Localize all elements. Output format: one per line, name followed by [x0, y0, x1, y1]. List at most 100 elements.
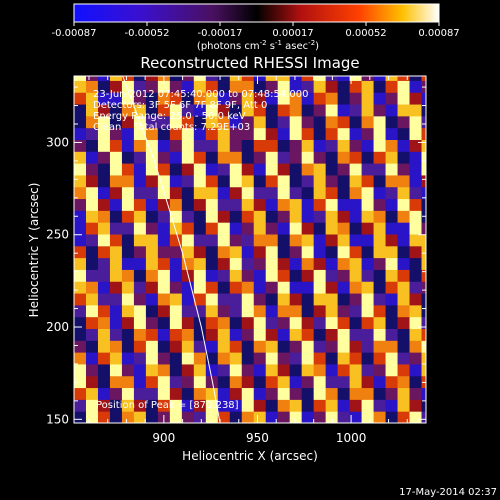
- heatmap-cell: [409, 352, 423, 365]
- heatmap-cell: [337, 115, 351, 129]
- heatmap-cell: [277, 127, 291, 140]
- heatmap-cell: [409, 115, 423, 129]
- heatmap-cell: [193, 281, 207, 294]
- heatmap-cell: [421, 233, 426, 247]
- heatmap-cell: [349, 163, 363, 176]
- heatmap-cell: [301, 411, 315, 423]
- heatmap-cell: [241, 76, 255, 81]
- heatmap-cell: [313, 352, 327, 365]
- heatmap-cell: [397, 104, 411, 117]
- heatmap-cell: [349, 304, 363, 318]
- heatmap-cell: [181, 328, 195, 341]
- heatmap-cell: [157, 399, 171, 412]
- heatmap-cell: [109, 281, 123, 294]
- heatmap-cell: [145, 174, 159, 188]
- heatmap-cell: [205, 174, 219, 188]
- heatmap-cell: [385, 340, 399, 353]
- heatmap-cell: [97, 222, 111, 235]
- heatmap-cell: [301, 316, 315, 329]
- heatmap-cell: [289, 245, 303, 259]
- heatmap-cell: [373, 139, 387, 152]
- heatmap-cell: [253, 186, 267, 200]
- heatmap-cell: [277, 198, 291, 211]
- heatmap-cell: [265, 387, 279, 400]
- heatmap-cell: [409, 281, 423, 294]
- heatmap-cell: [121, 411, 135, 423]
- heatmap-cell: [121, 293, 135, 306]
- heatmap-cell: [217, 80, 231, 93]
- heatmap-cell: [109, 411, 123, 423]
- heatmap-cell: [74, 104, 87, 117]
- heatmap-cell: [409, 399, 423, 412]
- heatmap-cell: [241, 198, 255, 211]
- heatmap-cell: [349, 363, 363, 377]
- heatmap-cell: [421, 163, 426, 176]
- heatmap-cell: [349, 257, 363, 270]
- heatmap-cell: [337, 210, 351, 223]
- y-tick-label: 250: [46, 228, 69, 242]
- heatmap-cell: [385, 92, 399, 105]
- heatmap-cell: [181, 411, 195, 423]
- heatmap-cell: [325, 163, 339, 176]
- heatmap-cell: [253, 375, 267, 389]
- heatmap-cell: [409, 222, 423, 235]
- heatmap-cell: [265, 411, 279, 423]
- heatmap-cell: [109, 139, 123, 152]
- heatmap-cell: [301, 92, 315, 105]
- heatmap-cell: [74, 387, 87, 400]
- x-tick-label: 900: [152, 431, 175, 445]
- heatmap-cell: [265, 222, 279, 235]
- heatmap-cell: [241, 328, 255, 341]
- heatmap-cell: [361, 115, 375, 129]
- chart-title: Reconstructed RHESSI Image: [140, 54, 359, 72]
- heatmap-cell: [241, 139, 255, 152]
- heatmap-cell: [265, 304, 279, 318]
- heatmap-cell: [97, 115, 111, 129]
- heatmap-cell: [241, 163, 255, 176]
- heatmap-cell: [337, 399, 351, 412]
- heatmap-cell: [349, 340, 363, 353]
- heatmap-cell: [217, 387, 231, 400]
- heatmap-cell: [97, 352, 111, 365]
- heatmap-cell: [337, 293, 351, 306]
- heatmap-cell: [133, 174, 147, 188]
- heatmap-cell: [265, 174, 279, 188]
- heatmap-cell: [253, 340, 267, 353]
- heatmap-cell: [121, 115, 135, 129]
- colorbar-tick-label: 0.00052: [345, 28, 386, 39]
- heatmap-cell: [205, 198, 219, 211]
- heatmap-cell: [421, 198, 426, 211]
- heatmap-cell: [169, 387, 183, 400]
- heatmap-cell: [97, 127, 111, 140]
- heatmap-cell: [85, 151, 99, 164]
- heatmap-cell: [133, 269, 147, 282]
- heatmap-cell: [229, 411, 243, 423]
- heatmap-cell: [169, 328, 183, 341]
- heatmap-cell: [133, 399, 147, 412]
- heatmap-cell: [85, 411, 99, 423]
- heatmap-cell: [265, 257, 279, 270]
- heatmap-cell: [349, 80, 363, 93]
- heatmap-cell: [157, 174, 171, 188]
- heatmap-cell: [193, 210, 207, 223]
- heatmap-cell: [253, 269, 267, 282]
- heatmap-cell: [109, 387, 123, 400]
- heatmap-cell: [109, 363, 123, 377]
- heatmap-cell: [74, 163, 87, 176]
- y-tick-label: 300: [46, 135, 69, 149]
- y-tick-label: 150: [46, 412, 69, 426]
- heatmap-cell: [289, 139, 303, 152]
- heatmap-cell: [277, 222, 291, 235]
- heatmap-cell: [385, 316, 399, 329]
- heatmap-cell: [313, 245, 327, 259]
- heatmap-cell: [169, 151, 183, 164]
- heatmap-cell: [181, 363, 195, 377]
- heatmap-cell: [193, 328, 207, 341]
- heatmap-cell: [109, 186, 123, 200]
- heatmap-cell: [97, 316, 111, 329]
- heatmap-cell: [145, 233, 159, 247]
- heatmap-cell: [409, 139, 423, 152]
- heatmap-cell: [145, 127, 159, 140]
- heatmap-cell: [157, 163, 171, 176]
- heatmap-cell: [325, 352, 339, 365]
